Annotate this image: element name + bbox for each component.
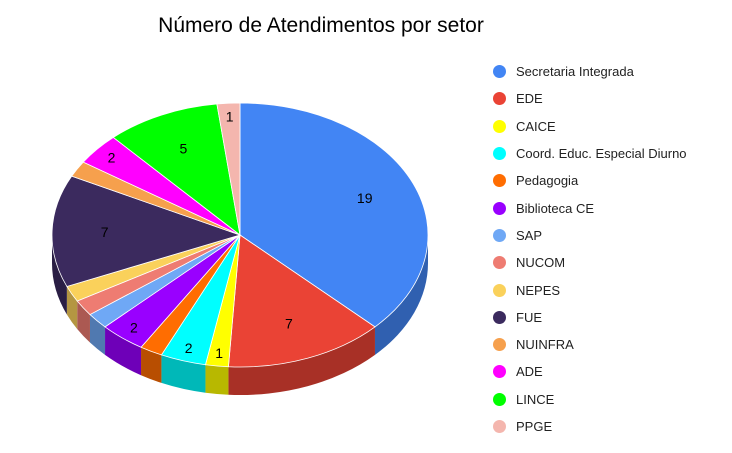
pie-slices	[51, 102, 429, 368]
legend-item[interactable]: NUINFRA	[493, 331, 687, 358]
legend-item[interactable]: FUE	[493, 304, 687, 331]
slice-label-12: 5	[180, 141, 188, 157]
slice-label-0: 19	[357, 190, 373, 206]
legend-swatch	[493, 420, 506, 433]
slice-side-3	[161, 354, 206, 393]
legend-swatch	[493, 365, 506, 379]
legend-item[interactable]: SAP	[493, 222, 687, 249]
slice-side-7	[77, 301, 90, 343]
slice-label-9: 7	[101, 224, 109, 240]
pie-slice-lince	[112, 103, 241, 236]
slice-side-9	[52, 235, 67, 315]
slice-side-5	[105, 326, 142, 376]
legend-swatch	[493, 147, 506, 161]
legend-label: Biblioteca CE	[516, 200, 595, 216]
slice-side-6	[89, 314, 106, 355]
legend-item[interactable]: NEPES	[493, 276, 687, 303]
slice-label-1: 7	[285, 316, 293, 332]
legend-item[interactable]: CAICE	[493, 113, 687, 140]
slice-label-2: 1	[215, 345, 223, 361]
legend-label: ADE	[516, 364, 543, 380]
legend-label: FUE	[516, 309, 542, 325]
legend-swatch	[493, 392, 506, 406]
legend-label: SAP	[516, 227, 543, 243]
slice-side-8	[66, 286, 78, 329]
legend-item[interactable]: Secretaria Integrada	[493, 58, 687, 85]
legend-swatch	[493, 201, 506, 215]
legend-swatch	[493, 256, 506, 270]
legend-item[interactable]: Coord. Educ. Especial Diurno	[493, 140, 687, 167]
pie-sides	[52, 235, 428, 395]
legend-swatch	[493, 65, 506, 79]
legend-label: Coord. Educ. Especial Diurno	[516, 146, 687, 162]
slice-side-2	[205, 364, 229, 395]
pie-slice-fue	[51, 175, 242, 287]
legend-item[interactable]: ADE	[493, 358, 687, 385]
slice-label-11: 2	[108, 150, 116, 166]
legend-label: NUINFRA	[516, 337, 574, 353]
legend-swatch	[493, 92, 506, 106]
legend-label: Pedagogia	[516, 173, 579, 189]
chart-title: Número de Atendimentos por setor	[158, 14, 484, 37]
legend-swatch	[493, 310, 506, 324]
slice-label-5: 2	[130, 320, 138, 336]
slice-label-13: 1	[226, 108, 234, 124]
legend-swatch	[493, 338, 506, 352]
pie-slice-labels: 19 7 1 2 2 7 2 5 1	[101, 108, 373, 361]
slice-side-4	[141, 347, 162, 383]
legend-label: NUCOM	[516, 255, 566, 271]
legend-item[interactable]: EDE	[493, 85, 687, 112]
legend-label: NEPES	[516, 282, 561, 298]
chart-legend: Secretaria Integrada EDE CAICE Coord. Educ.…	[493, 58, 687, 440]
slice-side-1	[228, 326, 375, 395]
legend-swatch	[493, 228, 506, 242]
legend-item[interactable]: PPGE	[493, 413, 687, 440]
legend-item[interactable]: Pedagogia	[493, 167, 687, 194]
legend-label: EDE	[516, 91, 543, 107]
slice-side-0	[374, 235, 428, 355]
pie-slice-secretaria-integrada	[239, 102, 429, 328]
legend-swatch	[493, 119, 506, 133]
legend-item[interactable]: LINCE	[493, 386, 687, 413]
pie-slice-ppge	[216, 102, 241, 236]
legend-label: PPGE	[516, 419, 553, 434]
legend-label: LINCE	[516, 391, 555, 407]
legend-item[interactable]: NUCOM	[493, 249, 687, 276]
legend-label: CAICE	[516, 118, 556, 134]
legend-label: Secretaria Integrada	[516, 64, 634, 80]
legend-item[interactable]: Biblioteca CE	[493, 194, 687, 221]
slice-label-3: 2	[185, 340, 193, 356]
legend-swatch	[493, 283, 506, 297]
pie-slice-ede	[227, 234, 376, 368]
legend-swatch	[493, 174, 506, 188]
